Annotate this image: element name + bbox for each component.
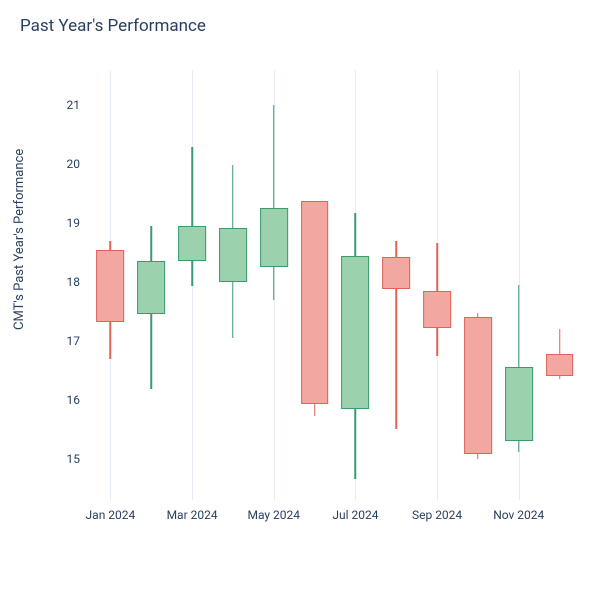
ytick-label: 18 xyxy=(67,275,81,289)
y-axis-label: CMT's Past Year's Performance xyxy=(12,149,27,330)
ytick-label: 17 xyxy=(67,334,81,348)
xtick-label: Jan 2024 xyxy=(86,508,136,522)
ytick-label: 16 xyxy=(67,393,81,407)
xtick-label: Mar 2024 xyxy=(167,508,218,522)
ytick-label: 19 xyxy=(67,216,81,230)
candle-body xyxy=(464,317,492,454)
ytick-label: 21 xyxy=(67,98,81,112)
chart-title: Past Year's Performance xyxy=(20,16,206,36)
chart-container: Past Year's Performance CMT's Past Year'… xyxy=(0,0,600,600)
xtick-label: Jul 2024 xyxy=(332,508,378,522)
xtick-label: May 2024 xyxy=(247,508,300,522)
candle-body xyxy=(178,226,206,261)
candle-body xyxy=(546,354,574,376)
candle-body xyxy=(219,228,247,282)
plot-area xyxy=(90,70,580,500)
ytick-label: 20 xyxy=(67,157,81,171)
candle-body xyxy=(137,261,165,314)
candle-body xyxy=(97,250,125,322)
candle-body xyxy=(382,257,410,289)
candle-wick xyxy=(273,105,275,299)
candle-wick xyxy=(191,147,193,287)
xtick-label: Nov 2024 xyxy=(493,508,544,522)
candle-body xyxy=(301,201,329,404)
candle-body xyxy=(423,291,451,328)
ytick-label: 15 xyxy=(67,452,81,466)
xtick-label: Sep 2024 xyxy=(412,508,462,522)
candle-body xyxy=(260,208,288,267)
candle-body xyxy=(505,367,533,441)
candle-body xyxy=(342,256,370,409)
